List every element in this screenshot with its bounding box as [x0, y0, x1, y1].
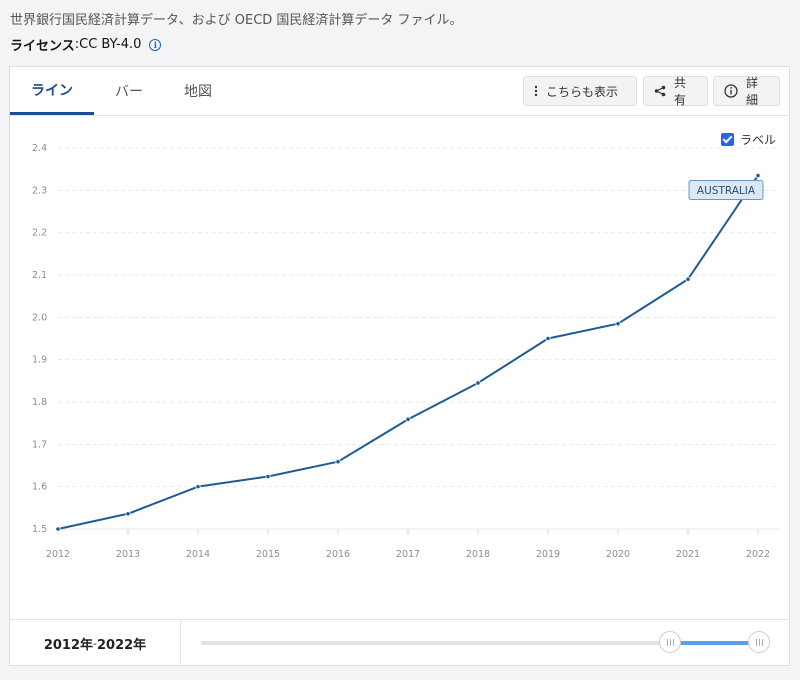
data-point[interactable] — [405, 416, 411, 422]
x-tick-label: 2012 — [46, 549, 70, 560]
series-name-label: AUSTRALIA — [697, 185, 756, 197]
y-tick-label: 1.5 — [32, 524, 47, 535]
time-range-footer: 2012年 - 2022年 — [10, 619, 789, 666]
x-tick-label: 2017 — [396, 549, 420, 560]
info-icon[interactable]: i — [149, 38, 162, 51]
details-label: 詳細 — [746, 76, 759, 107]
series-line-australia — [57, 174, 759, 530]
checkbox-checked-icon[interactable] — [721, 133, 734, 146]
data-point[interactable] — [475, 380, 481, 386]
y-tick-label: 2.3 — [32, 185, 47, 196]
share-icon — [654, 85, 666, 97]
tab-bar-chart[interactable]: バー — [115, 84, 143, 100]
chart-card: ライン バー 地図 こちらも表示 共有 詳細 ラベル 1.5 1.6 1.7 1.8 1… — [9, 66, 790, 666]
range-slider-track[interactable] — [201, 641, 759, 645]
data-point[interactable] — [55, 526, 61, 532]
share-button[interactable]: 共有 — [643, 76, 708, 107]
license-label: ライセンス — [10, 39, 75, 54]
share-label: 共有 — [674, 76, 687, 107]
range-text: 2012年 - 2022年 — [10, 620, 181, 666]
y-tick-label: 1.8 — [32, 397, 47, 408]
x-tick-label: 2020 — [606, 549, 630, 560]
data-point[interactable] — [685, 276, 691, 282]
line-chart: 1.5 1.6 1.7 1.8 1.9 2.0 2.1 2.2 2.3 2.4 2012 2013 2… — [32, 143, 778, 560]
details-button[interactable]: 詳細 — [713, 76, 780, 107]
x-tick-label: 2013 — [116, 549, 140, 560]
data-point[interactable] — [125, 511, 131, 517]
x-tick-label: 2019 — [536, 549, 560, 560]
y-tick-label: 2.4 — [32, 143, 47, 154]
x-tick-label: 2021 — [676, 549, 700, 560]
labels-toggle[interactable]: ラベル — [721, 131, 776, 148]
x-tick-label: 2018 — [466, 549, 490, 560]
x-tick-label: 2015 — [256, 549, 280, 560]
y-tick-label: 2.2 — [32, 228, 47, 239]
series-end-label: AUSTRALIA — [688, 180, 764, 201]
x-tick-label: 2014 — [186, 549, 210, 560]
tab-map[interactable]: 地図 — [184, 84, 212, 100]
see-also-label: こちらも表示 — [546, 84, 619, 99]
data-point[interactable] — [545, 335, 551, 342]
tab-bar: ライン バー 地図 — [10, 67, 232, 115]
data-point[interactable] — [335, 459, 341, 465]
data-point[interactable] — [265, 473, 271, 480]
range-separator: - — [93, 636, 97, 650]
labels-toggle-label: ラベル — [740, 133, 777, 147]
data-point[interactable] — [755, 172, 761, 179]
tabs-divider — [10, 115, 789, 116]
y-tick-label: 1.9 — [32, 355, 47, 366]
info-circle-icon — [724, 84, 738, 98]
range-end-handle[interactable] — [748, 631, 770, 653]
range-start: 2012年 — [43, 637, 93, 653]
x-tick-label: 2016 — [326, 549, 350, 560]
tab-line[interactable]: ライン — [10, 67, 94, 115]
license-row: ライセンス :CC BY-4.0 i — [10, 35, 162, 54]
x-tick-label: 2022 — [746, 549, 770, 560]
y-tick-label: 2.1 — [32, 270, 47, 281]
range-start-handle[interactable] — [659, 631, 681, 653]
data-point[interactable] — [195, 484, 201, 490]
range-end: 2022年 — [96, 637, 147, 653]
y-tick-label: 1.7 — [32, 439, 47, 450]
source-text: 世界銀行国民経済計算データ、および OECD 国民経済計算データ ファイル。 — [10, 13, 463, 28]
license-value: :CC BY-4.0 — [74, 37, 142, 52]
y-tick-label: 2.0 — [32, 312, 47, 323]
y-tick-label: 1.6 — [32, 482, 47, 493]
more-vertical-icon — [534, 85, 538, 97]
range-slider-fill — [670, 641, 759, 645]
data-point[interactable] — [615, 321, 621, 327]
see-also-button[interactable]: こちらも表示 — [523, 76, 637, 106]
